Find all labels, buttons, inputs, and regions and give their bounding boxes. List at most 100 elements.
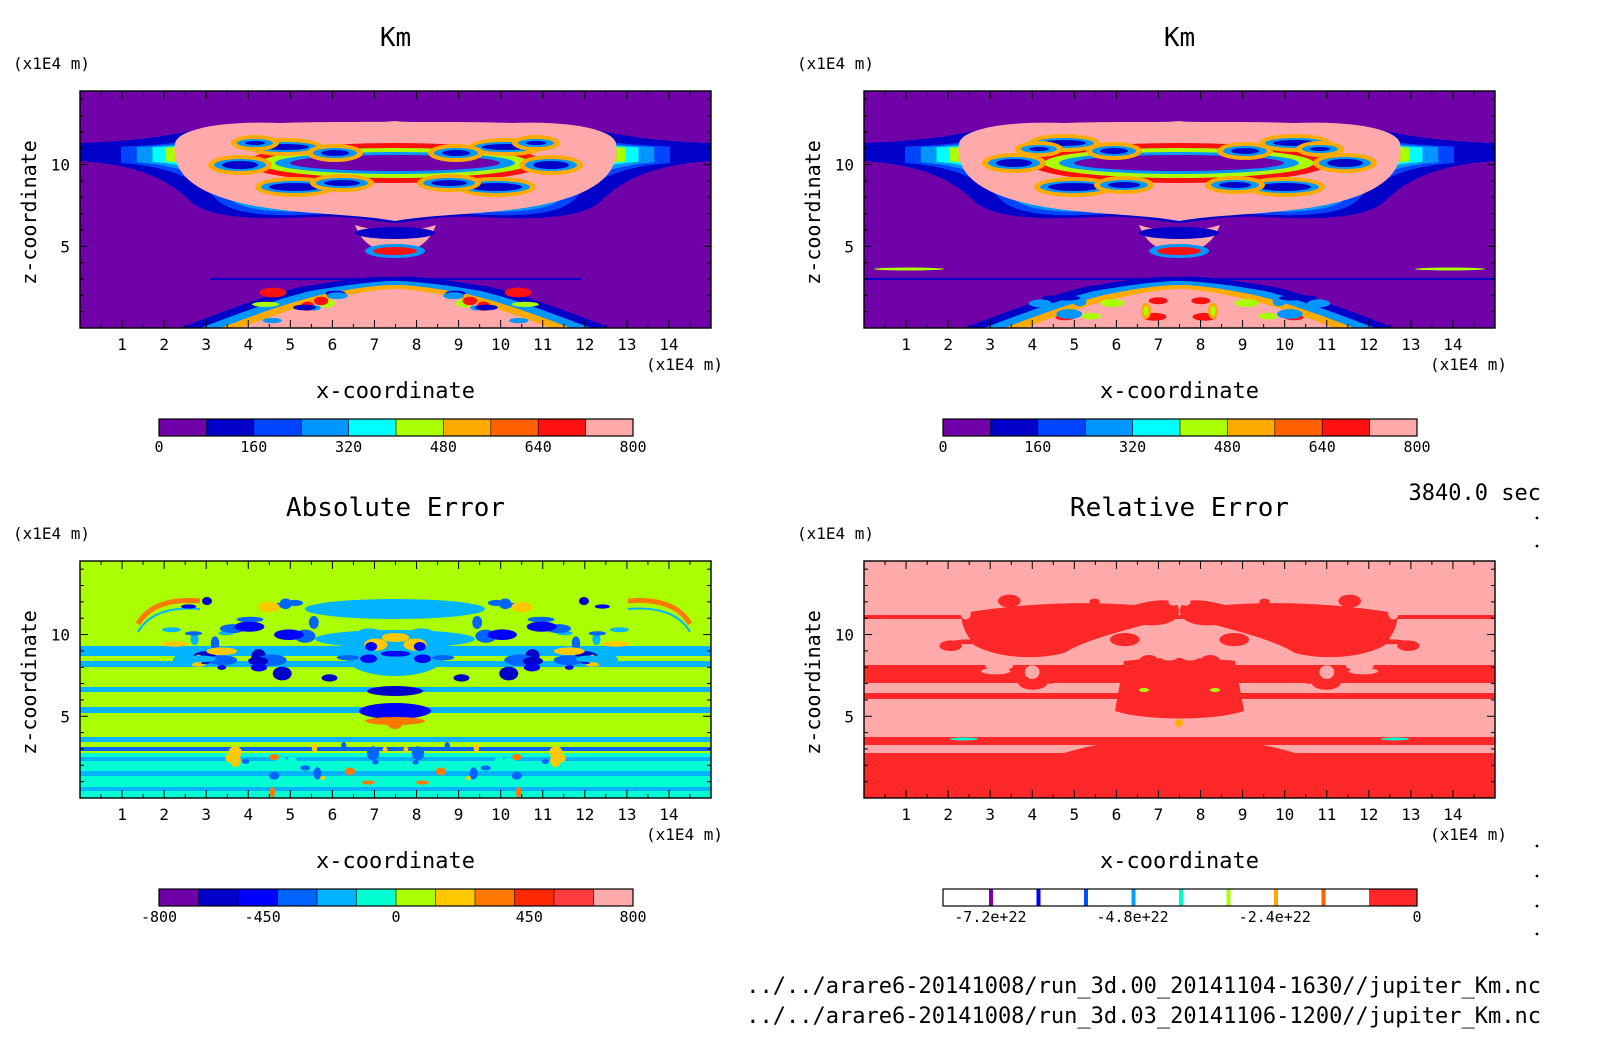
colorbar-swatch: [1037, 419, 1086, 436]
x-tick-label: 8: [1196, 805, 1206, 824]
x-tick-label: 5: [1070, 335, 1080, 354]
x-unit-label: (x1E4 m): [646, 355, 723, 374]
x-tick-label: 11: [1317, 335, 1336, 354]
colorbar-tick-label: 160: [240, 438, 267, 456]
colorbar: -7.2e+22 -4.8e+22 -2.4e+22 0: [942, 888, 1422, 926]
colorbar-swatch: [1179, 889, 1183, 906]
colorbar-tick-label: 0: [154, 438, 163, 456]
colorbar: 0 160 320 480 640 800: [938, 418, 1431, 456]
dot-mark: [1535, 874, 1539, 878]
y-unit-label: (x1E4 m): [797, 54, 874, 73]
colorbar-swatch: [348, 419, 397, 436]
x-tick-label: 10: [491, 805, 510, 824]
y-tick-label: 10: [835, 156, 854, 175]
colorbar-tick-label: -2.4e+22: [1239, 908, 1311, 926]
y-tick-label: 5: [844, 237, 854, 256]
x-tick-label: 2: [159, 805, 169, 824]
x-tick-label: 11: [1317, 805, 1336, 824]
chart-panel-1: Km (x1E4 m) (x1E4 m) x-coordinate z-coordina…: [13, 23, 723, 456]
colorbar-swatch: [1084, 889, 1088, 906]
x-tick-label: 14: [1443, 335, 1462, 354]
x-tick-label: 9: [1238, 805, 1248, 824]
y-unit-label: (x1E4 m): [13, 54, 90, 73]
x-tick-label: 14: [1443, 805, 1462, 824]
colorbar-swatch: [1227, 419, 1276, 436]
colorbar-swatch: [1321, 889, 1326, 906]
colorbar-swatch: [554, 889, 594, 906]
colorbar-swatch: [238, 889, 278, 906]
colorbar-swatch: [159, 889, 199, 906]
colorbar-swatch: [585, 419, 634, 436]
x-axis-label: x-coordinate: [316, 379, 475, 404]
x-tick-label: 8: [1196, 335, 1206, 354]
y-axis-label: z-coordinate: [17, 610, 41, 755]
time-label: 3840.0 sec: [1409, 481, 1541, 506]
dot-mark: [1535, 516, 1539, 520]
colorbar-swatch: [317, 889, 357, 906]
colorbar-swatch: [396, 889, 436, 906]
chart-title: Absolute Error: [286, 493, 505, 523]
colorbar-swatch: [1085, 419, 1134, 436]
chart-panel-4: Relative Error (x1E4 m) (x1E4 m) x-coordina…: [797, 493, 1507, 926]
colorbar-tick-label: 0: [391, 908, 400, 926]
colorbar-tick-label: 800: [619, 438, 646, 456]
y-axis-label: z-coordinate: [801, 610, 825, 755]
x-tick-label: 8: [412, 805, 422, 824]
x-tick-label: 5: [1070, 805, 1080, 824]
colorbar: 0 160 320 480 640 800: [154, 418, 647, 456]
decorative-dots: [1535, 516, 1539, 936]
colorbar-swatch: [1369, 419, 1418, 436]
y-tick-label: 5: [60, 237, 70, 256]
colorbar-swatch: [1322, 419, 1371, 436]
colorbar-tick-label: 160: [1024, 438, 1051, 456]
colorbar-swatch: [1131, 889, 1136, 906]
x-tick-label: 13: [617, 335, 636, 354]
x-tick-label: 13: [617, 805, 636, 824]
colorbar-tick-label: 0: [1412, 908, 1421, 926]
x-tick-label: 4: [1027, 335, 1037, 354]
colorbar-tick-label: 450: [516, 908, 543, 926]
colorbar-swatch: [1274, 889, 1278, 906]
colorbar-swatch: [253, 419, 302, 436]
dot-mark: [1535, 544, 1539, 548]
x-tick-label: 1: [117, 805, 127, 824]
x-tick-label: 5: [286, 805, 296, 824]
y-axis-label: z-coordinate: [801, 140, 825, 285]
y-unit-label: (x1E4 m): [13, 524, 90, 543]
x-tick-label: 12: [575, 335, 594, 354]
x-tick-label: 7: [1154, 805, 1164, 824]
colorbar-swatch: [989, 889, 993, 906]
x-tick-label: 14: [659, 805, 678, 824]
x-tick-label: 12: [575, 805, 594, 824]
heatmap-field: [864, 91, 1495, 328]
x-tick-label: 8: [412, 335, 422, 354]
colorbar-tick-label: -4.8e+22: [1096, 908, 1168, 926]
x-tick-label: 11: [533, 335, 552, 354]
x-tick-label: 1: [901, 805, 911, 824]
colorbar-swatch: [1369, 889, 1417, 906]
colorbar-swatch: [301, 419, 350, 436]
x-axis-label: x-coordinate: [316, 849, 475, 874]
chart-panel-3: Absolute Error (x1E4 m) (x1E4 m) x-coordina…: [13, 493, 723, 926]
dot-mark: [1535, 932, 1539, 936]
colorbar-swatch: [277, 889, 318, 906]
colorbar: -800 -450 0 450 800: [141, 888, 647, 926]
x-tick-label: 10: [1275, 335, 1294, 354]
x-tick-label: 3: [985, 805, 995, 824]
x-tick-label: 9: [454, 335, 464, 354]
x-tick-label: 10: [1275, 805, 1294, 824]
heatmap-field: [80, 561, 711, 798]
x-tick-label: 4: [243, 335, 253, 354]
colorbar-swatch: [593, 889, 634, 906]
colorbar-tick-label: -800: [141, 908, 177, 926]
chart-title: Km: [380, 23, 411, 53]
colorbar-tick-label: 640: [525, 438, 552, 456]
colorbar-swatch: [443, 419, 492, 436]
y-tick-label: 5: [60, 707, 70, 726]
colorbar-swatch: [1226, 889, 1231, 906]
x-tick-label: 1: [117, 335, 127, 354]
colorbar-swatch: [206, 419, 255, 436]
y-tick-label: 5: [844, 707, 854, 726]
x-unit-label: (x1E4 m): [646, 825, 723, 844]
colorbar-swatch: [490, 419, 539, 436]
